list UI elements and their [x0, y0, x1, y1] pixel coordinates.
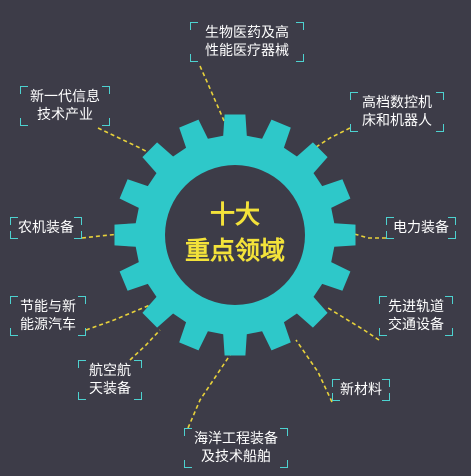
connector-line: [81, 233, 121, 239]
sector-label-line: 新一代信息: [30, 89, 100, 105]
sector-label-line: 技术产业: [37, 107, 93, 123]
sector-label-agri: 农机装备: [10, 217, 82, 239]
sector-label-power: 电力装备: [386, 217, 456, 239]
connector-line: [187, 345, 237, 429]
sector-label-line: 农机装备: [18, 220, 74, 236]
sector-label-line: 性能医疗器械: [205, 43, 289, 59]
connector-line: [327, 307, 380, 341]
sector-label-materials: 新材料: [332, 379, 390, 401]
sector-label-line: 节能与新: [20, 299, 76, 315]
sector-label-line: 天装备: [89, 381, 131, 397]
center-title-line-2: 重点领域: [184, 236, 285, 265]
sector-label-ocean: 海洋工程装备 及技术船舶: [184, 428, 288, 468]
sector-label-line: 及技术船舶: [201, 449, 271, 465]
sector-label-rail: 先进轨道 交通设备: [379, 296, 453, 336]
sector-label-line: 电力装备: [393, 220, 449, 236]
sector-label-line: 海洋工程装备: [194, 431, 278, 447]
sector-label-biomed: 生物医药及高 性能医疗器械: [190, 22, 304, 62]
sector-label-line: 生物医药及高: [205, 25, 289, 41]
sector-label-cnc: 高档数控机 床和机器人: [350, 92, 444, 132]
sector-label-line: 航空航: [89, 363, 131, 379]
connector-line: [345, 231, 386, 239]
sector-label-line: 先进轨道: [388, 299, 444, 315]
sector-label-line: 新材料: [340, 382, 382, 398]
sector-label-line: 交通设备: [388, 317, 444, 333]
center-title-line-1: 十大: [209, 200, 260, 229]
connector-line: [295, 339, 333, 403]
connector-line: [129, 329, 161, 361]
sector-label-aero: 航空航 天装备: [78, 360, 142, 400]
connector-line: [85, 304, 151, 331]
sector-label-it: 新一代信息 技术产业: [20, 86, 110, 126]
sector-label-line: 高档数控机: [362, 95, 432, 111]
gear-center-circle: [165, 165, 305, 305]
connector-line: [199, 65, 229, 131]
sector-label-energy: 节能与新 能源汽车: [10, 296, 86, 336]
sector-label-line: 床和机器人: [362, 113, 432, 129]
sector-label-line: 能源汽车: [20, 317, 76, 333]
